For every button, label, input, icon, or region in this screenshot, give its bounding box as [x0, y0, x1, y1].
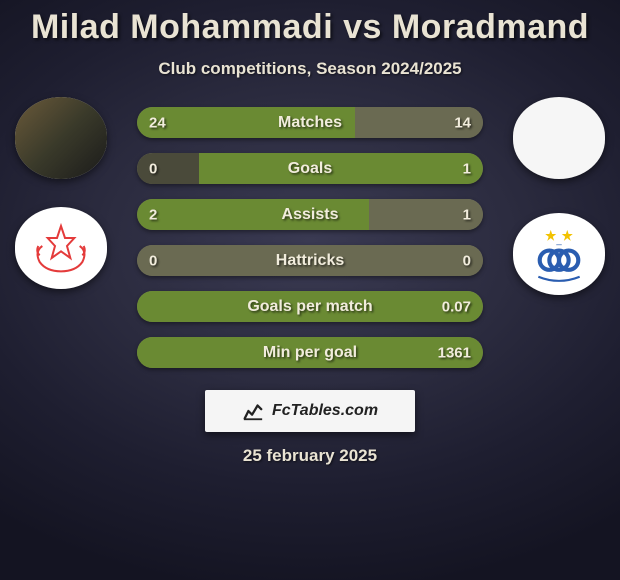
- stat-bar-right-fill: [199, 153, 483, 184]
- stat-label: Assists: [282, 206, 339, 224]
- svg-text:—: —: [555, 242, 562, 248]
- stat-label: Min per goal: [263, 344, 357, 362]
- left-player-column: [6, 97, 116, 289]
- stat-bar: 0.07 Goals per match: [137, 291, 483, 322]
- page-subtitle: Club competitions, Season 2024/2025: [0, 59, 620, 79]
- date-label: 25 february 2025: [0, 446, 620, 466]
- stat-bar-left-fill: [137, 153, 199, 184]
- stat-right-value: 1361: [438, 344, 471, 361]
- photo-placeholder-icon: [15, 97, 107, 179]
- stat-right-value: 0.07: [442, 298, 471, 315]
- stat-right-value: 0: [463, 252, 471, 269]
- stat-bar: 0 0 Hattricks: [137, 245, 483, 276]
- stats-icon: [242, 400, 264, 422]
- stat-label: Hattricks: [276, 252, 344, 270]
- stat-bar: 0 1 Goals: [137, 153, 483, 184]
- stat-left-value: 2: [149, 206, 157, 223]
- page-title: Milad Mohammadi vs Moradmand: [0, 0, 620, 47]
- source-badge: FcTables.com: [205, 390, 415, 432]
- right-player-column: —: [504, 97, 614, 295]
- right-club-crest: —: [513, 213, 605, 295]
- left-club-crest: [15, 207, 107, 289]
- left-player-photo: [15, 97, 107, 179]
- stat-label: Matches: [278, 114, 342, 132]
- stat-left-value: 24: [149, 114, 166, 131]
- comparison-area: — 24 14 Matches 0 1 Goals 2 1 Assists 0 0 Hattricks…: [0, 107, 620, 368]
- stat-left-value: 0: [149, 252, 157, 269]
- stat-right-value: 1: [463, 206, 471, 223]
- infographic-root: Milad Mohammadi vs Moradmand Club compet…: [0, 0, 620, 466]
- stat-bar: 24 14 Matches: [137, 107, 483, 138]
- stat-bar: 1361 Min per goal: [137, 337, 483, 368]
- stat-right-value: 1: [463, 160, 471, 177]
- club-rings-icon: —: [523, 223, 595, 285]
- stat-bar: 2 1 Assists: [137, 199, 483, 230]
- stat-label: Goals per match: [247, 298, 372, 316]
- source-label: FcTables.com: [272, 402, 378, 420]
- stat-left-value: 0: [149, 160, 157, 177]
- stat-label: Goals: [288, 160, 332, 178]
- trophy-icon: [26, 218, 96, 278]
- stat-bars: 24 14 Matches 0 1 Goals 2 1 Assists 0 0 Hattricks 0.…: [137, 107, 483, 368]
- stat-right-value: 14: [454, 114, 471, 131]
- right-player-photo: [513, 97, 605, 179]
